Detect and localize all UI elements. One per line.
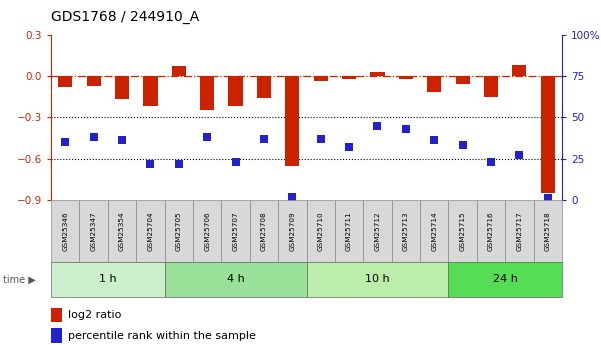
- Bar: [165, 262, 307, 297]
- Text: GSM25347: GSM25347: [91, 211, 97, 251]
- Bar: [228, 76, 243, 106]
- Bar: [448, 200, 477, 262]
- Bar: [477, 200, 505, 262]
- Text: GSM25718: GSM25718: [545, 211, 551, 251]
- Text: GSM25354: GSM25354: [119, 211, 125, 251]
- Point: [430, 138, 439, 143]
- Bar: [335, 200, 363, 262]
- Bar: [136, 200, 165, 262]
- Bar: [172, 66, 186, 76]
- Text: GSM25709: GSM25709: [289, 211, 295, 251]
- Point: [145, 161, 155, 166]
- Point: [259, 136, 269, 141]
- Bar: [193, 200, 221, 262]
- Text: GSM25715: GSM25715: [460, 211, 466, 251]
- Bar: [165, 200, 193, 262]
- Text: time ▶: time ▶: [3, 275, 35, 284]
- Text: GSM25711: GSM25711: [346, 211, 352, 251]
- Bar: [505, 200, 534, 262]
- Bar: [307, 200, 335, 262]
- Bar: [456, 76, 470, 84]
- Point: [89, 135, 99, 140]
- Text: GSM25706: GSM25706: [204, 211, 210, 251]
- Bar: [51, 200, 79, 262]
- Bar: [314, 76, 328, 81]
- Text: GSM25707: GSM25707: [233, 211, 239, 251]
- Bar: [250, 200, 278, 262]
- Bar: [87, 76, 101, 86]
- Text: 24 h: 24 h: [493, 275, 517, 284]
- Point: [344, 144, 354, 150]
- Bar: [51, 262, 165, 297]
- Bar: [370, 72, 385, 76]
- Text: percentile rank within the sample: percentile rank within the sample: [68, 331, 256, 341]
- Text: GSM25712: GSM25712: [374, 211, 380, 251]
- Text: 4 h: 4 h: [227, 275, 245, 284]
- Text: GSM25714: GSM25714: [432, 211, 437, 251]
- Point: [117, 138, 127, 143]
- Text: GSM25704: GSM25704: [147, 211, 153, 251]
- Bar: [420, 200, 448, 262]
- Text: GDS1768 / 244910_A: GDS1768 / 244910_A: [51, 10, 200, 24]
- Text: GSM25346: GSM25346: [63, 211, 69, 251]
- Bar: [58, 76, 72, 87]
- Bar: [285, 76, 299, 166]
- Point: [543, 196, 552, 201]
- Bar: [51, 308, 62, 322]
- Bar: [363, 200, 392, 262]
- Text: GSM25708: GSM25708: [261, 211, 267, 251]
- Point: [458, 143, 468, 148]
- Bar: [398, 76, 413, 79]
- Point: [287, 194, 297, 199]
- Point: [61, 139, 70, 145]
- Point: [373, 123, 382, 128]
- Point: [231, 159, 240, 165]
- Text: GSM25705: GSM25705: [176, 211, 182, 251]
- Text: log2 ratio: log2 ratio: [68, 310, 121, 320]
- Point: [203, 135, 212, 140]
- Bar: [278, 200, 307, 262]
- Bar: [79, 200, 108, 262]
- Bar: [257, 76, 271, 98]
- Text: GSM25710: GSM25710: [318, 211, 324, 251]
- Point: [316, 136, 326, 141]
- Bar: [51, 328, 62, 343]
- Text: 10 h: 10 h: [365, 275, 390, 284]
- Text: GSM25717: GSM25717: [516, 211, 522, 251]
- Text: GSM25713: GSM25713: [403, 211, 409, 251]
- Text: GSM25716: GSM25716: [488, 211, 494, 251]
- Bar: [541, 76, 555, 193]
- Bar: [115, 76, 129, 99]
- Bar: [484, 76, 498, 97]
- Bar: [108, 200, 136, 262]
- Bar: [143, 76, 157, 106]
- Bar: [427, 76, 441, 92]
- Bar: [512, 65, 526, 76]
- Point: [514, 152, 524, 158]
- Bar: [221, 200, 250, 262]
- Bar: [448, 262, 562, 297]
- Bar: [534, 200, 562, 262]
- Text: 1 h: 1 h: [99, 275, 117, 284]
- Bar: [392, 200, 420, 262]
- Point: [401, 126, 410, 132]
- Bar: [342, 76, 356, 79]
- Point: [486, 159, 496, 165]
- Bar: [307, 262, 448, 297]
- Point: [174, 161, 184, 166]
- Bar: [200, 76, 215, 110]
